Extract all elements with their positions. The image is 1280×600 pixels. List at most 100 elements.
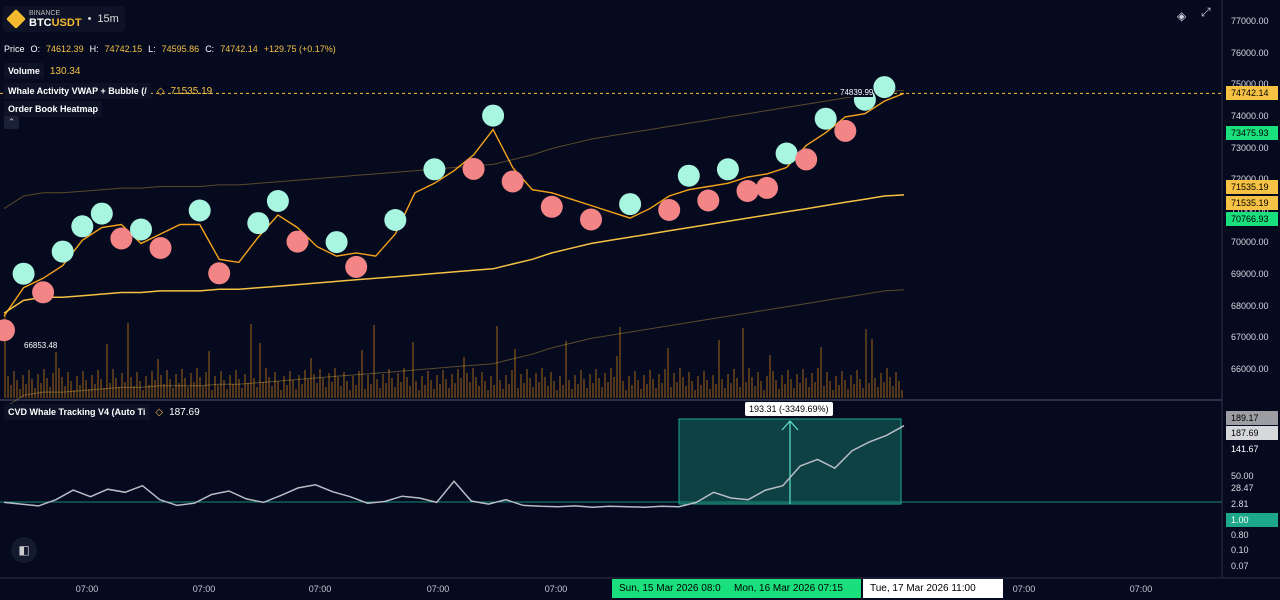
- time-tick-label: 07:00: [544, 584, 568, 594]
- volume-bar: [679, 368, 681, 398]
- volume-bar: [796, 374, 798, 398]
- volume-bar: [136, 372, 138, 398]
- volume-bar: [874, 378, 876, 398]
- volume-bar: [892, 386, 894, 398]
- buy-bubble: [188, 199, 211, 222]
- volume-bar: [16, 380, 18, 398]
- volume-bar: [583, 379, 585, 398]
- time-tick-label: 07:00: [426, 584, 450, 594]
- volume-bar: [43, 369, 45, 398]
- volume-bar: [163, 384, 165, 398]
- volume-bar: [67, 372, 69, 398]
- volume-bar: [199, 377, 201, 398]
- volume-bar: [793, 388, 795, 398]
- sell-bubble: [462, 157, 485, 180]
- volume-bar: [79, 385, 81, 398]
- sell-bubble: [149, 237, 172, 259]
- cvd-tick-label: 28.47: [1231, 483, 1254, 493]
- buy-bubble: [775, 142, 798, 165]
- time-badge: Mon, 16 Mar 2026 07:15: [727, 579, 861, 598]
- volume-bar: [268, 377, 270, 398]
- time-tick-label: 07:00: [308, 584, 332, 594]
- volume-bar: [394, 387, 396, 398]
- volume-bar: [25, 384, 27, 398]
- volume-bar: [724, 388, 726, 398]
- measure-label: 193.31 (-3349.69%): [745, 402, 833, 416]
- volume-bar: [613, 377, 615, 398]
- volume-bar: [532, 387, 534, 398]
- volume-bar: [196, 368, 198, 398]
- volume-bar: [694, 390, 696, 398]
- volume-bar: [70, 381, 72, 398]
- volume-legend[interactable]: Volume 130.34: [4, 63, 80, 79]
- volume-bar: [217, 385, 219, 398]
- volume-bar: [868, 383, 870, 398]
- volume-bar: [325, 387, 327, 398]
- time-tick-label: 07:00: [192, 584, 216, 594]
- volume-bar: [265, 368, 267, 398]
- volume-bar: [556, 390, 558, 398]
- volume-bar: [430, 380, 432, 398]
- volume-bar: [28, 370, 30, 398]
- price-badge: 73475.93: [1226, 126, 1278, 140]
- price-badge: 70766.93: [1226, 212, 1278, 226]
- volume-bar: [370, 384, 372, 398]
- diamond-icon: ◇: [155, 406, 164, 418]
- volume-bar: [262, 382, 264, 398]
- volume-bar: [772, 371, 774, 398]
- volume-bar: [508, 384, 510, 398]
- vwap-legend[interactable]: Whale Activity VWAP + Bubble (/ ◇ 71535.…: [4, 83, 212, 99]
- volume-bar: [352, 376, 354, 398]
- price-badge: 74742.14: [1226, 86, 1278, 100]
- layers-icon[interactable]: ◈: [1177, 9, 1187, 23]
- buy-bubble: [51, 240, 74, 263]
- buy-bubble: [423, 158, 446, 181]
- price-tick-label: 73000.00: [1231, 143, 1269, 153]
- volume-bar: [715, 384, 717, 398]
- high-price-label: 74839.99: [840, 88, 874, 97]
- exchange-name: BINANCE: [29, 9, 61, 17]
- volume-bar: [499, 380, 501, 398]
- volume-bar: [55, 352, 57, 398]
- buy-bubble: [716, 158, 739, 181]
- volume-bar: [544, 377, 546, 398]
- volume-bar: [232, 384, 234, 398]
- vwap-upper-band: [3, 90, 905, 210]
- volume-bar: [103, 388, 105, 398]
- volume-bar: [700, 385, 702, 398]
- volume-bar: [838, 385, 840, 398]
- volume-bar: [226, 389, 228, 398]
- volume-bar: [301, 384, 303, 398]
- volume-bar: [298, 375, 300, 398]
- volume-bar: [364, 389, 366, 398]
- volume-bar: [697, 376, 699, 398]
- chevron-up-icon[interactable]: ⌃: [4, 116, 19, 129]
- cvd-legend[interactable]: CVD Whale Tracking V4 (Auto Ti ◇ 187.69: [4, 404, 200, 420]
- volume-bar: [625, 390, 627, 398]
- volume-bar: [760, 381, 762, 398]
- volume-bar: [640, 389, 642, 398]
- volume-bar: [130, 377, 132, 398]
- volume-bar: [202, 386, 204, 398]
- volume-bar: [205, 372, 207, 398]
- volume-bar: [592, 383, 594, 398]
- fullscreen-icon[interactable]: ⤢: [1201, 5, 1211, 19]
- heatmap-legend[interactable]: Order Book Heatmap: [4, 101, 103, 117]
- cvd-badge: 187.69: [1226, 426, 1278, 440]
- interval-label[interactable]: 15m: [97, 13, 119, 25]
- volume-bar: [409, 386, 411, 398]
- volume-bar: [361, 350, 363, 398]
- volume-bar: [517, 388, 519, 398]
- volume-bar: [46, 378, 48, 398]
- tradingview-logo-icon[interactable]: ◧: [11, 537, 37, 563]
- buy-bubble: [266, 190, 289, 212]
- volume-bar: [247, 383, 249, 398]
- volume-bar: [112, 369, 114, 398]
- symbol-selector[interactable]: BINANCE BTCUSDT • 15m: [3, 6, 125, 32]
- volume-bar: [376, 379, 378, 398]
- volume-bar: [859, 379, 861, 398]
- volume-bar: [799, 383, 801, 398]
- volume-bar: [400, 382, 402, 398]
- price-tick-label: 68000.00: [1231, 301, 1269, 311]
